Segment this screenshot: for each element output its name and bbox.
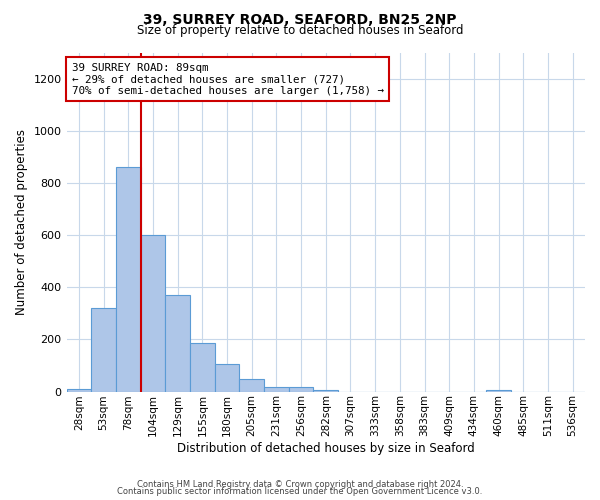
Y-axis label: Number of detached properties: Number of detached properties bbox=[15, 129, 28, 315]
Text: 39, SURREY ROAD, SEAFORD, BN25 2NP: 39, SURREY ROAD, SEAFORD, BN25 2NP bbox=[143, 12, 457, 26]
Text: 39 SURREY ROAD: 89sqm
← 29% of detached houses are smaller (727)
70% of semi-det: 39 SURREY ROAD: 89sqm ← 29% of detached … bbox=[72, 62, 384, 96]
Bar bbox=[190, 344, 215, 392]
Bar bbox=[289, 387, 313, 392]
Text: Contains public sector information licensed under the Open Government Licence v3: Contains public sector information licen… bbox=[118, 487, 482, 496]
Bar bbox=[239, 380, 264, 392]
Bar bbox=[313, 390, 338, 392]
Bar bbox=[486, 390, 511, 392]
X-axis label: Distribution of detached houses by size in Seaford: Distribution of detached houses by size … bbox=[177, 442, 475, 455]
Text: Size of property relative to detached houses in Seaford: Size of property relative to detached ho… bbox=[137, 24, 463, 37]
Bar bbox=[91, 308, 116, 392]
Bar bbox=[215, 364, 239, 392]
Bar bbox=[264, 387, 289, 392]
Bar bbox=[165, 295, 190, 392]
Text: Contains HM Land Registry data © Crown copyright and database right 2024.: Contains HM Land Registry data © Crown c… bbox=[137, 480, 463, 489]
Bar bbox=[140, 235, 165, 392]
Bar bbox=[67, 389, 91, 392]
Bar bbox=[116, 168, 140, 392]
